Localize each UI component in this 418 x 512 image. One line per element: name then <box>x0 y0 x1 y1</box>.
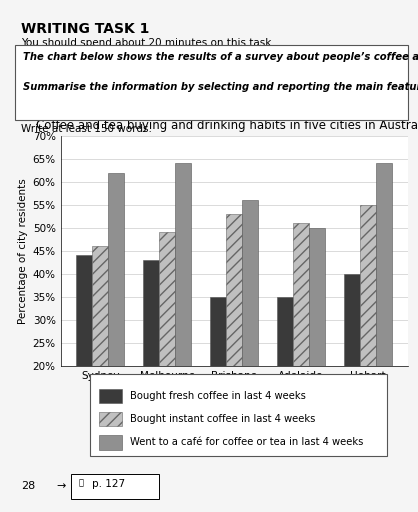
Bar <box>277 297 293 458</box>
Title: Coffee and tea buying and drinking habits in five cities in Australia: Coffee and tea buying and drinking habit… <box>36 119 418 132</box>
Bar <box>76 255 92 458</box>
Text: p. 127: p. 127 <box>92 479 125 489</box>
Text: The chart below shows the results of a survey about people’s coffee and tea buyi: The chart below shows the results of a s… <box>23 52 418 62</box>
Bar <box>309 228 325 458</box>
Bar <box>159 232 175 458</box>
Text: WRITING TASK 1: WRITING TASK 1 <box>21 22 149 35</box>
Bar <box>376 163 392 458</box>
Y-axis label: Percentage of city residents: Percentage of city residents <box>18 178 28 324</box>
Text: 28: 28 <box>21 481 35 492</box>
Bar <box>344 274 360 458</box>
Bar <box>108 173 125 458</box>
Bar <box>92 246 108 458</box>
Text: You should spend about 20 minutes on this task.: You should spend about 20 minutes on thi… <box>21 38 275 48</box>
Bar <box>293 223 309 458</box>
Bar <box>226 214 242 458</box>
Text: Summarise the information by selecting and reporting the main features, and make: Summarise the information by selecting a… <box>23 82 418 92</box>
Text: Bought fresh coffee in last 4 weeks: Bought fresh coffee in last 4 weeks <box>130 391 306 401</box>
Bar <box>360 205 376 458</box>
Text: Bought instant coffee in last 4 weeks: Bought instant coffee in last 4 weeks <box>130 414 315 424</box>
Text: →: → <box>56 481 66 492</box>
Bar <box>175 163 191 458</box>
Bar <box>143 260 159 458</box>
Bar <box>210 297 226 458</box>
Bar <box>242 200 258 458</box>
Text: 📋: 📋 <box>78 479 83 488</box>
Text: Went to a café for coffee or tea in last 4 weeks: Went to a café for coffee or tea in last… <box>130 437 363 447</box>
Text: Write at least 150 words.: Write at least 150 words. <box>21 124 152 134</box>
